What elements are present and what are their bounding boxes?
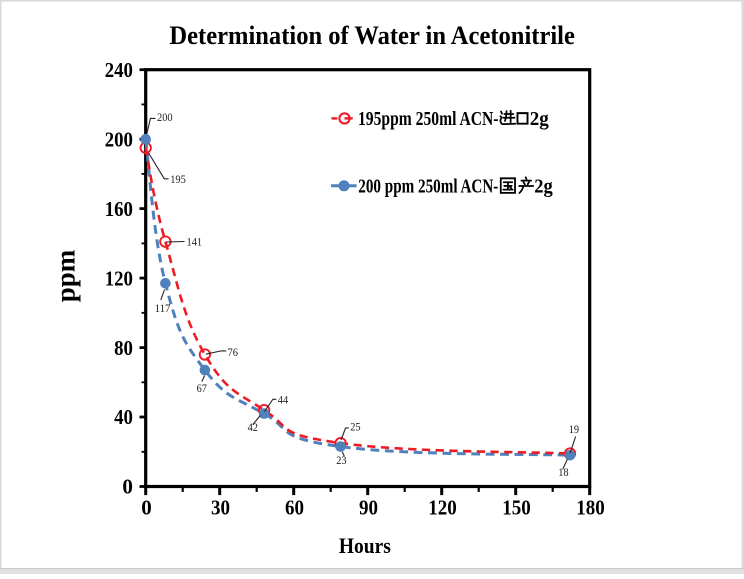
svg-text:23: 23 <box>336 455 347 467</box>
svg-text:180: 180 <box>576 496 605 520</box>
svg-text:ppm: ppm <box>51 249 81 302</box>
svg-text:200: 200 <box>105 127 133 151</box>
svg-text:2g: 2g <box>530 108 549 130</box>
svg-text:44: 44 <box>278 395 289 407</box>
svg-text:67: 67 <box>197 383 208 395</box>
svg-text:0: 0 <box>122 475 133 499</box>
svg-text:Hours: Hours <box>339 533 391 558</box>
svg-text:120: 120 <box>105 266 133 290</box>
svg-text:25: 25 <box>350 421 361 433</box>
svg-text:80: 80 <box>114 336 133 360</box>
svg-text:200 ppm 250ml ACN-: 200 ppm 250ml ACN- <box>358 176 498 198</box>
svg-text:2g: 2g <box>534 176 553 198</box>
svg-text:40: 40 <box>114 405 133 429</box>
svg-text:76: 76 <box>228 347 239 359</box>
svg-text:0: 0 <box>141 496 152 520</box>
svg-text:19: 19 <box>569 424 580 436</box>
svg-text:117: 117 <box>155 303 171 315</box>
svg-text:Determination of Water in Acet: Determination of Water in Acetonitrile <box>169 21 575 50</box>
svg-text:90: 90 <box>359 496 378 520</box>
svg-text:160: 160 <box>105 197 133 221</box>
svg-text:240: 240 <box>105 58 133 82</box>
svg-text:42: 42 <box>248 422 259 434</box>
svg-text:195ppm 250ml ACN-: 195ppm 250ml ACN- <box>358 108 499 130</box>
svg-text:120: 120 <box>428 496 457 520</box>
svg-text:141: 141 <box>187 236 203 248</box>
svg-text:30: 30 <box>211 496 230 520</box>
svg-text:18: 18 <box>558 467 569 479</box>
svg-text:60: 60 <box>285 496 304 520</box>
svg-text:195: 195 <box>170 174 186 186</box>
svg-text:200: 200 <box>157 112 173 124</box>
svg-text:150: 150 <box>502 496 531 520</box>
